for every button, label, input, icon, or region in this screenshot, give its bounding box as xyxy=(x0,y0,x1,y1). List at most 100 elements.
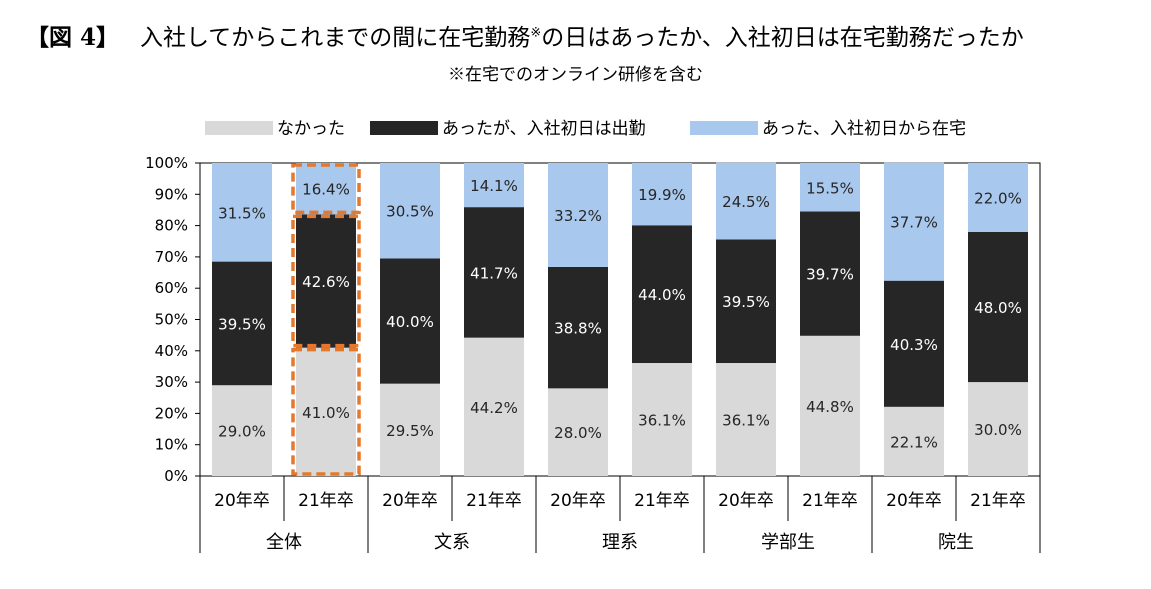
y-tick-label-6: 60% xyxy=(155,279,188,297)
bar-seg-1-10 xyxy=(968,382,1028,476)
data-label-2-3: 40.0% xyxy=(386,313,434,331)
data-label-3-10: 22.0% xyxy=(974,189,1022,207)
data-label-3-5: 33.2% xyxy=(554,207,602,225)
data-label-1-1: 29.0% xyxy=(218,423,266,441)
data-label-2-5: 38.8% xyxy=(554,320,602,338)
x-tick-label-10: 21年卒 xyxy=(970,491,1026,511)
bar-seg-3-8 xyxy=(800,163,860,212)
bar-seg-1-1 xyxy=(212,385,272,476)
x-tick-label-6: 21年卒 xyxy=(634,491,690,511)
bar-seg-3-4 xyxy=(464,163,524,208)
group-label-3: 理系 xyxy=(602,532,638,553)
data-label-3-7: 24.5% xyxy=(722,193,770,211)
legend-label-3: あった、入社初日から在宅 xyxy=(762,119,966,139)
data-label-2-10: 48.0% xyxy=(974,299,1022,317)
bar-seg-2-2 xyxy=(296,214,356,348)
bar-seg-3-5 xyxy=(548,163,608,267)
data-label-1-9: 22.1% xyxy=(890,433,938,451)
bar-seg-3-9 xyxy=(884,162,944,281)
group-label-4: 学部生 xyxy=(761,532,815,553)
y-tick-label-3: 30% xyxy=(155,373,188,391)
data-label-2-7: 39.5% xyxy=(722,293,770,311)
data-label-2-6: 44.0% xyxy=(638,286,686,304)
chart-title: 【図 4】 入社してからこれまでの間に在宅勤務※の日はあったか、入社初日は在宅勤… xyxy=(0,18,1151,52)
y-tick-label-4: 40% xyxy=(155,342,188,360)
data-label-1-4: 44.2% xyxy=(470,399,518,417)
bar-seg-1-4 xyxy=(464,337,524,476)
title-note-mark: ※ xyxy=(530,25,542,41)
legend-swatch-2 xyxy=(370,121,438,135)
x-tick-label-8: 21年卒 xyxy=(802,491,858,511)
data-label-1-10: 30.0% xyxy=(974,421,1022,439)
data-label-3-3: 30.5% xyxy=(386,203,434,221)
bar-seg-2-6 xyxy=(632,225,692,364)
x-tick-label-4: 21年卒 xyxy=(466,491,522,511)
data-label-3-6: 19.9% xyxy=(638,186,686,204)
bar-seg-1-2 xyxy=(296,347,356,476)
group-label-2: 文系 xyxy=(434,532,470,553)
data-label-1-8: 44.8% xyxy=(806,398,854,416)
data-label-3-4: 14.1% xyxy=(470,177,518,195)
y-tick-label-2: 20% xyxy=(155,404,188,422)
data-label-1-2: 41.0% xyxy=(302,404,350,422)
title-main: 入社してからこれまでの間に在宅勤務 xyxy=(140,25,531,51)
y-tick-label-10: 100% xyxy=(145,154,188,172)
bar-seg-3-7 xyxy=(716,162,776,240)
y-tick-label-0: 0% xyxy=(164,467,188,485)
bar-seg-1-6 xyxy=(632,363,692,476)
legend-label-2: あったが、入社初日は出勤 xyxy=(442,119,646,139)
data-label-3-1: 31.5% xyxy=(218,204,266,222)
bar-seg-2-10 xyxy=(968,231,1028,383)
figure-label: 【図 4】 xyxy=(26,24,120,51)
x-tick-label-2: 21年卒 xyxy=(298,491,354,511)
highlight-box-2 xyxy=(291,214,361,348)
bar-seg-2-8 xyxy=(800,211,860,336)
highlight-box-3 xyxy=(291,163,361,215)
x-tick-label-7: 20年卒 xyxy=(718,491,774,511)
y-tick-label-5: 50% xyxy=(155,311,188,329)
chart-subtitle: ※在宅でのオンライン研修を含む xyxy=(448,65,703,85)
bar-seg-1-8 xyxy=(800,335,860,476)
data-label-2-4: 41.7% xyxy=(470,264,518,282)
y-tick-label-1: 10% xyxy=(155,436,188,454)
x-tick-label-3: 20年卒 xyxy=(382,491,438,511)
legend-label-1: なかった xyxy=(277,119,345,139)
group-label-5: 院生 xyxy=(938,532,974,553)
data-label-3-9: 37.7% xyxy=(890,214,938,232)
data-label-1-3: 29.5% xyxy=(386,422,434,440)
x-tick-label-1: 20年卒 xyxy=(214,491,270,511)
bar-seg-3-6 xyxy=(632,163,692,226)
data-label-2-8: 39.7% xyxy=(806,266,854,284)
bar-seg-1-9 xyxy=(884,406,944,476)
title-text: 入社してからこれまでの間に在宅勤務※の日はあったか、入社初日は在宅勤務だったか xyxy=(140,18,1024,52)
bar-seg-1-7 xyxy=(716,363,776,476)
data-label-1-7: 36.1% xyxy=(722,412,770,430)
y-tick-label-7: 70% xyxy=(155,248,188,266)
bar-seg-1-5 xyxy=(548,388,608,476)
y-tick-label-9: 90% xyxy=(155,185,188,203)
data-label-3-8: 15.5% xyxy=(806,179,854,197)
group-label-1: 全体 xyxy=(266,532,302,553)
bar-seg-2-5 xyxy=(548,266,608,389)
bar-seg-1-3 xyxy=(380,383,440,476)
bar-seg-2-4 xyxy=(464,207,524,338)
data-label-2-2: 42.6% xyxy=(302,273,350,291)
data-label-3-2: 16.4% xyxy=(302,181,350,199)
bar-seg-2-7 xyxy=(716,239,776,364)
bar-seg-2-1 xyxy=(212,261,272,386)
x-tick-label-9: 20年卒 xyxy=(886,491,942,511)
bar-seg-3-2 xyxy=(296,163,356,215)
data-label-2-9: 40.3% xyxy=(890,336,938,354)
data-label-1-5: 28.0% xyxy=(554,424,602,442)
y-tick-label-8: 80% xyxy=(155,217,188,235)
data-label-1-6: 36.1% xyxy=(638,412,686,430)
bar-seg-3-3 xyxy=(380,163,440,259)
bar-seg-2-3 xyxy=(380,258,440,384)
x-tick-label-5: 20年卒 xyxy=(550,491,606,511)
highlight-box-1 xyxy=(291,347,361,476)
title-rest: の日はあったか、入社初日は在宅勤務だったか xyxy=(541,25,1024,51)
bar-seg-2-9 xyxy=(884,280,944,407)
bar-seg-3-1 xyxy=(212,163,272,262)
